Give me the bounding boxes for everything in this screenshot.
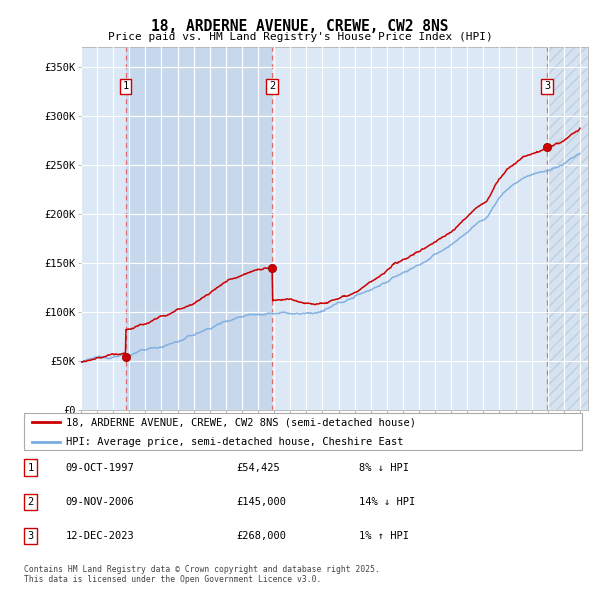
Text: 3: 3 — [544, 81, 550, 91]
Bar — [547, 47, 600, 410]
Text: 8% ↓ HPI: 8% ↓ HPI — [359, 463, 409, 473]
Text: 18, ARDERNE AVENUE, CREWE, CW2 8NS: 18, ARDERNE AVENUE, CREWE, CW2 8NS — [151, 19, 449, 34]
Text: 09-OCT-1997: 09-OCT-1997 — [66, 463, 134, 473]
Bar — [125, 47, 272, 410]
Text: 1: 1 — [28, 463, 34, 473]
Text: £54,425: £54,425 — [236, 463, 280, 473]
Text: 3: 3 — [28, 531, 34, 541]
Text: HPI: Average price, semi-detached house, Cheshire East: HPI: Average price, semi-detached house,… — [66, 437, 403, 447]
Text: £268,000: £268,000 — [236, 531, 286, 541]
Text: 18, ARDERNE AVENUE, CREWE, CW2 8NS (semi-detached house): 18, ARDERNE AVENUE, CREWE, CW2 8NS (semi… — [66, 417, 416, 427]
FancyBboxPatch shape — [24, 413, 582, 450]
Text: 1: 1 — [122, 81, 129, 91]
Text: 12-DEC-2023: 12-DEC-2023 — [66, 531, 134, 541]
Text: 1% ↑ HPI: 1% ↑ HPI — [359, 531, 409, 541]
Text: 09-NOV-2006: 09-NOV-2006 — [66, 497, 134, 507]
Text: Contains HM Land Registry data © Crown copyright and database right 2025.
This d: Contains HM Land Registry data © Crown c… — [24, 565, 380, 584]
Text: 2: 2 — [269, 81, 275, 91]
Text: 2: 2 — [28, 497, 34, 507]
Text: 14% ↓ HPI: 14% ↓ HPI — [359, 497, 415, 507]
Text: £145,000: £145,000 — [236, 497, 286, 507]
Text: Price paid vs. HM Land Registry's House Price Index (HPI): Price paid vs. HM Land Registry's House … — [107, 32, 493, 42]
